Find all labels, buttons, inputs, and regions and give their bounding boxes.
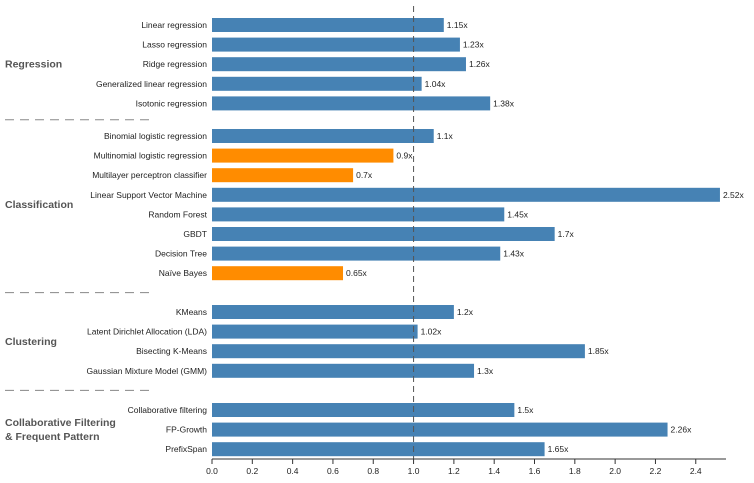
row-label: Gaussian Mixture Model (GMM) xyxy=(87,366,208,376)
row-label: GBDT xyxy=(183,229,207,239)
x-tick-label: 0.6 xyxy=(327,466,339,476)
value-label: 1.7x xyxy=(558,229,575,239)
row-label: Bisecting K-Means xyxy=(136,346,207,356)
x-tick-label: 1.8 xyxy=(569,466,581,476)
value-label: 1.15x xyxy=(447,20,469,30)
bar xyxy=(212,403,515,417)
value-label: 1.23x xyxy=(463,40,485,50)
value-label: 1.3x xyxy=(477,366,494,376)
bars-layer xyxy=(212,18,720,457)
x-tick-label: 1.6 xyxy=(529,466,541,476)
bar xyxy=(212,324,418,339)
bar xyxy=(212,227,555,241)
group-label: Classification xyxy=(5,199,73,211)
group-label: Collaborative Filtering & Frequent Patter… xyxy=(5,417,116,443)
row-label: Isotonic regression xyxy=(136,98,208,108)
value-label: 0.7x xyxy=(356,170,373,180)
value-label: 1.85x xyxy=(588,346,610,356)
bar xyxy=(212,76,422,91)
bar xyxy=(212,344,585,359)
group-label: Regression xyxy=(5,59,62,71)
bar xyxy=(212,18,444,32)
x-tick-label: 2.2 xyxy=(650,466,662,476)
row-label: FP-Growth xyxy=(166,425,207,435)
row-label: KMeans xyxy=(176,307,207,317)
value-label: 1.04x xyxy=(425,79,447,89)
row-label: Random Forest xyxy=(148,209,207,219)
bar xyxy=(212,129,434,143)
value-label: 2.26x xyxy=(671,425,693,435)
x-axis: 0.0 0.2 0.4 0.6 0.8 1.0 1.2 1.4 1.6 1.8 2.0 2.2 2.4 xyxy=(206,458,726,476)
bar xyxy=(212,207,505,222)
bar xyxy=(212,57,466,72)
group-label: Clustering xyxy=(5,336,57,348)
x-tick-label: 2.0 xyxy=(609,466,621,476)
bar xyxy=(212,96,491,111)
value-label: 1.45x xyxy=(507,209,529,219)
bar xyxy=(212,168,354,183)
x-tick-label: 1.2 xyxy=(448,466,460,476)
group-separators xyxy=(5,119,152,391)
x-tick-label: 0.4 xyxy=(287,466,299,476)
x-tick-label: 2.4 xyxy=(690,466,702,476)
bar xyxy=(212,305,454,319)
value-label: 2.52x xyxy=(723,190,745,200)
row-label: Linear Support Vector Machine xyxy=(90,190,207,200)
row-label: Latent Dirichlet Allocation (LDA) xyxy=(87,327,207,337)
row-label: PrefixSpan xyxy=(165,444,207,454)
x-tick-label: 0.8 xyxy=(367,466,379,476)
x-tick-label: 1.0 xyxy=(408,466,420,476)
value-label: 1.5x xyxy=(517,405,534,415)
value-label: 0.9x xyxy=(396,151,413,161)
value-label: 1.02x xyxy=(421,327,443,337)
x-tick-label: 0.2 xyxy=(246,466,258,476)
value-label: 1.26x xyxy=(469,59,491,69)
row-label: Multinomial logistic regression xyxy=(94,151,208,161)
bar xyxy=(212,422,668,437)
row-label: Lasso regression xyxy=(142,40,207,50)
x-tick-label: 0.0 xyxy=(206,466,218,476)
bar xyxy=(212,266,344,281)
row-label: Binomial logistic regression xyxy=(104,131,207,141)
bar xyxy=(212,442,545,457)
row-label: Naïve Bayes xyxy=(159,268,207,278)
bar xyxy=(212,363,475,378)
row-label: Generalized linear regression xyxy=(96,79,207,89)
value-label: 0.65x xyxy=(346,268,368,278)
bar xyxy=(212,148,394,163)
value-label: 1.1x xyxy=(437,131,454,141)
value-label: 1.65x xyxy=(548,444,570,454)
value-label: 1.2x xyxy=(457,307,474,317)
row-label: Collaborative filtering xyxy=(128,405,208,415)
bar xyxy=(212,246,501,261)
row-label: Multilayer perceptron classifier xyxy=(92,170,207,180)
value-label: 1.38x xyxy=(493,98,515,108)
value-label: 1.43x xyxy=(503,249,525,259)
row-label: Ridge regression xyxy=(143,59,208,69)
row-label: Linear regression xyxy=(141,20,207,30)
bar xyxy=(212,37,460,52)
bar xyxy=(212,187,720,202)
labels-layer: Regression Linear regression 1.15x Lasso re… xyxy=(5,20,744,454)
x-tick-label: 1.4 xyxy=(488,466,500,476)
row-label: Decision Tree xyxy=(155,249,207,259)
